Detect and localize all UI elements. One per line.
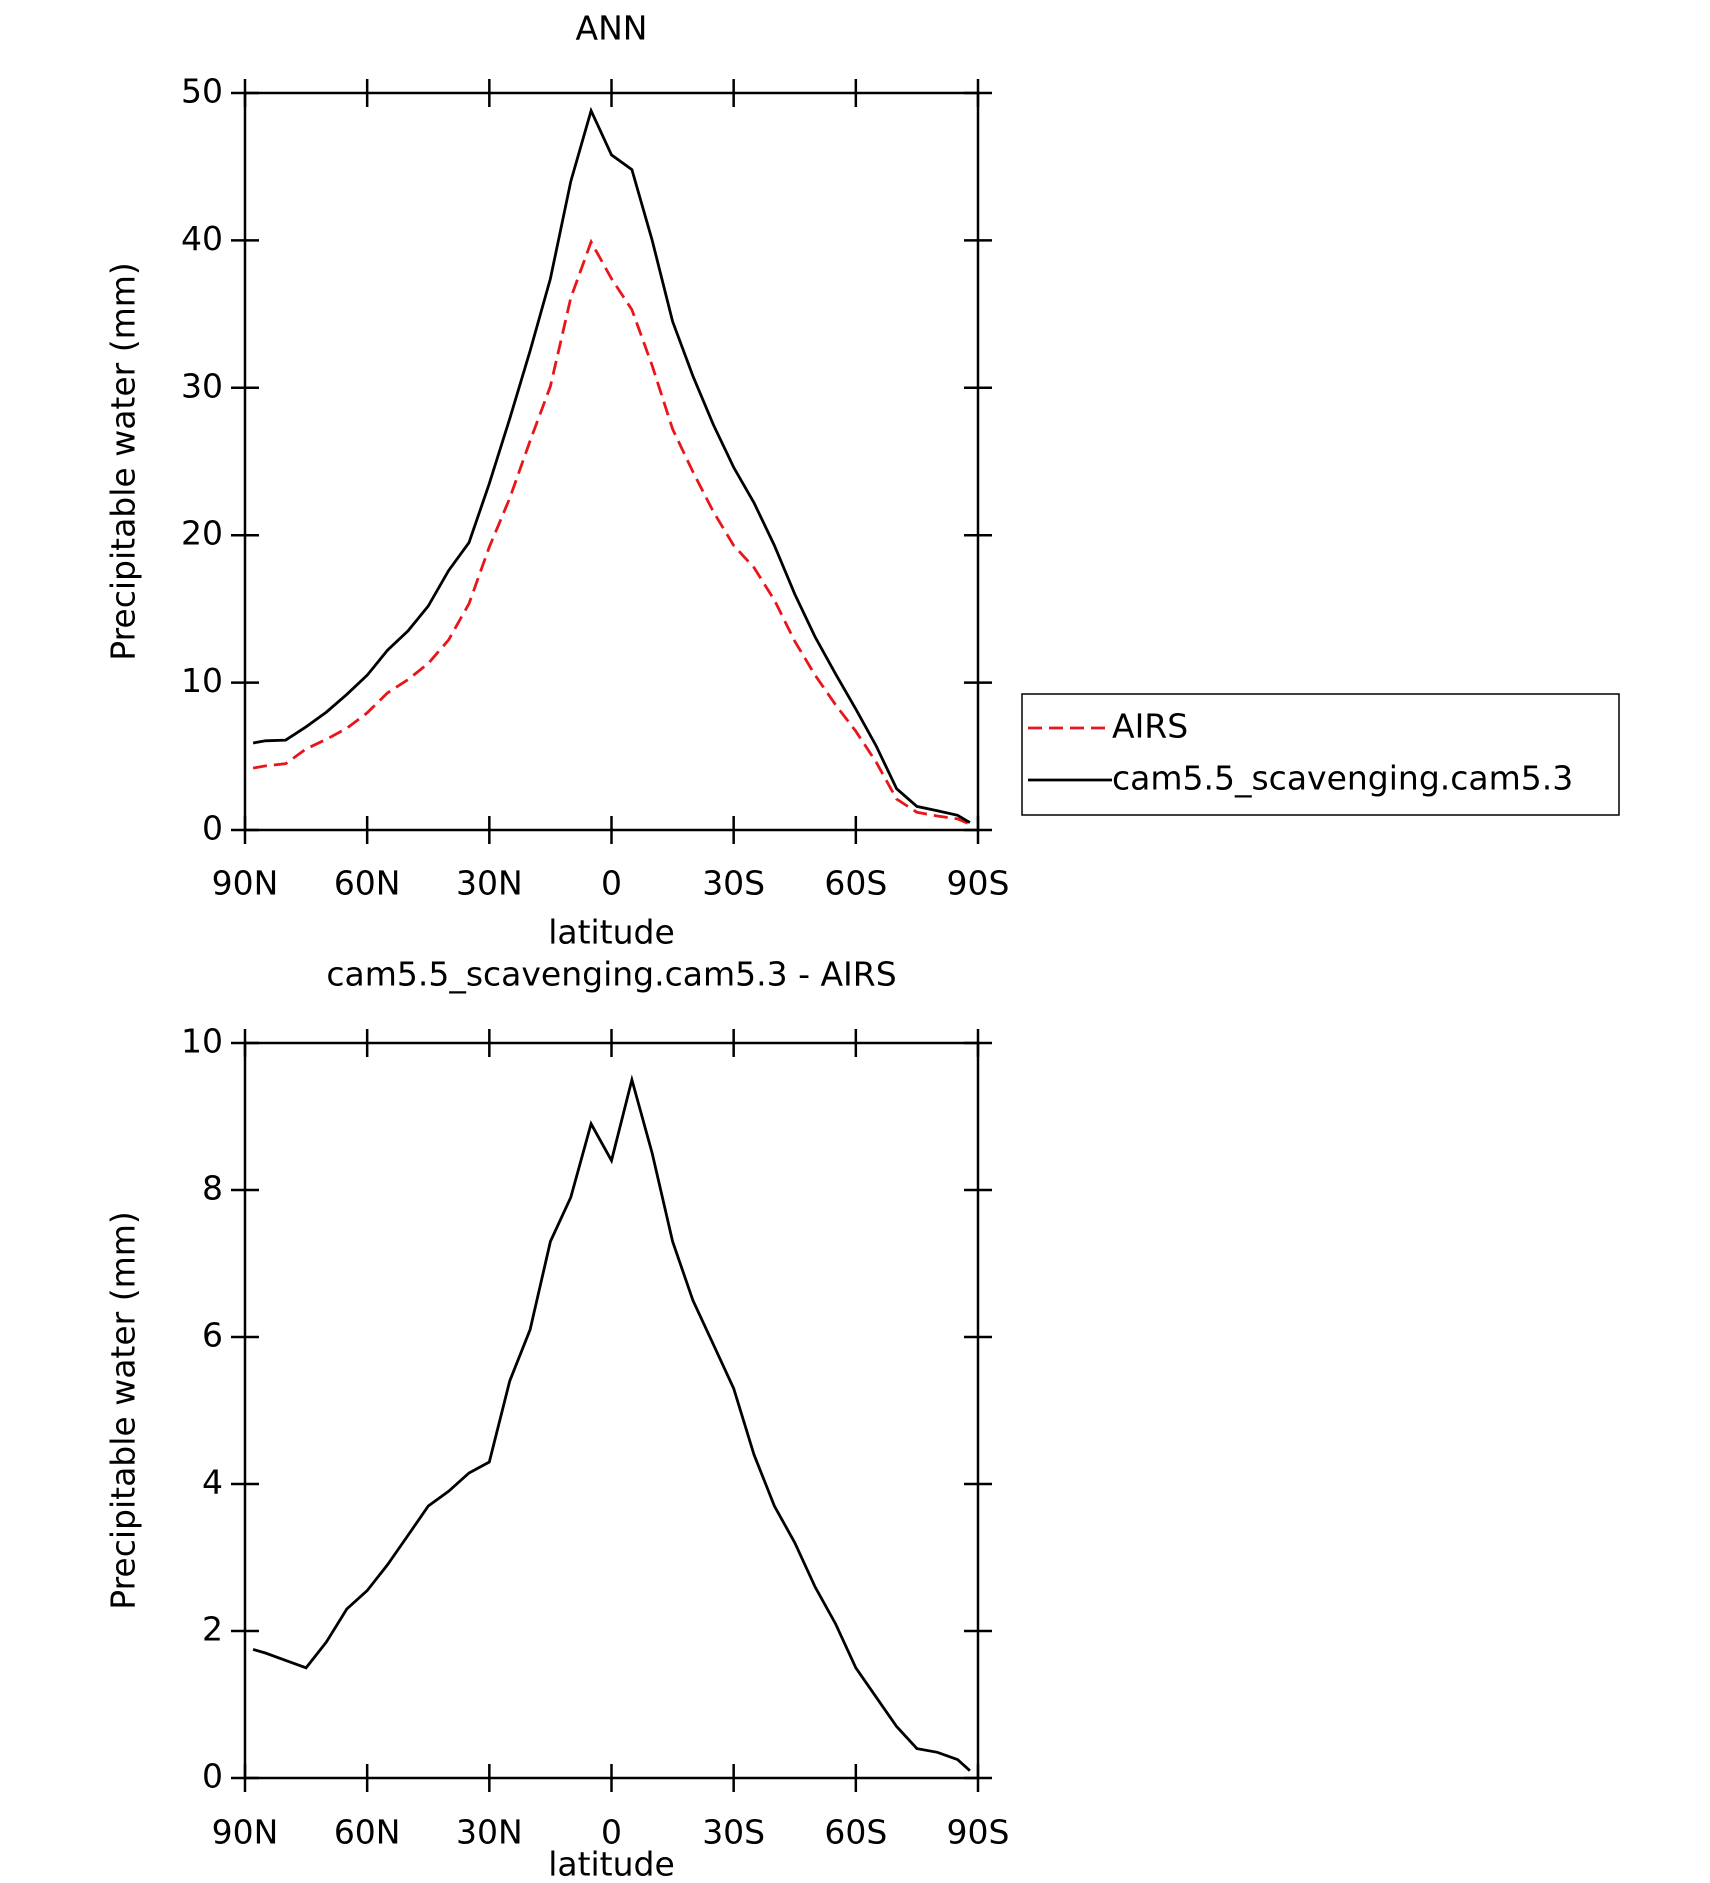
y-axis-label: Precipitable water (mm): [104, 1211, 143, 1610]
x-axis-label: latitude: [548, 1845, 675, 1883]
x-tick-label: 0: [601, 864, 622, 903]
plot-frame: [243, 91, 980, 832]
x-tick-label: 60N: [334, 1813, 401, 1852]
x-tick-label: 90N: [212, 1813, 279, 1852]
x-tick-label: 60S: [824, 864, 887, 903]
y-axis-label: Precipitable water (mm): [104, 262, 143, 661]
x-axis-label: latitude: [548, 913, 675, 952]
x-tick-label: 60N: [334, 864, 401, 903]
data-line: [252, 1074, 971, 1772]
x-tick-label: 30S: [702, 864, 765, 903]
x-tick-label: 60S: [824, 1813, 887, 1852]
x-tick-label: 30S: [702, 1813, 765, 1852]
plot-frame: [243, 1041, 980, 1780]
x-tick-label: 0: [601, 1813, 622, 1852]
y-tick-label: 4: [202, 1463, 223, 1502]
legend-box: [1021, 693, 1620, 816]
x-tick-label: 90S: [947, 864, 1010, 903]
y-tick-label: 0: [202, 809, 223, 848]
y-tick-label: 20: [181, 514, 223, 553]
x-tick-label: 30N: [456, 864, 523, 903]
x-tick-label: 90S: [947, 1813, 1010, 1852]
x-tick-label: 30N: [456, 1813, 523, 1852]
y-tick-label: 30: [181, 366, 223, 405]
y-tick-label: 6: [202, 1316, 223, 1355]
chart-title: cam5.5_scavenging.cam5.3 - AIRS: [326, 955, 896, 994]
y-tick-label: 8: [202, 1169, 223, 1208]
y-tick-label: 2: [202, 1610, 223, 1649]
legend-label: AIRS: [1112, 707, 1188, 746]
y-tick-label: 10: [181, 661, 223, 700]
data-line: [252, 238, 971, 826]
y-tick-label: 50: [181, 72, 223, 111]
y-tick-label: 10: [181, 1022, 223, 1061]
y-tick-label: 0: [202, 1757, 223, 1796]
y-tick-label: 40: [181, 219, 223, 258]
data-line: [252, 106, 971, 824]
x-tick-label: 90N: [212, 864, 279, 903]
chart-title: ANN: [576, 9, 648, 48]
legend-label: cam5.5_scavenging.cam5.3: [1112, 759, 1573, 798]
